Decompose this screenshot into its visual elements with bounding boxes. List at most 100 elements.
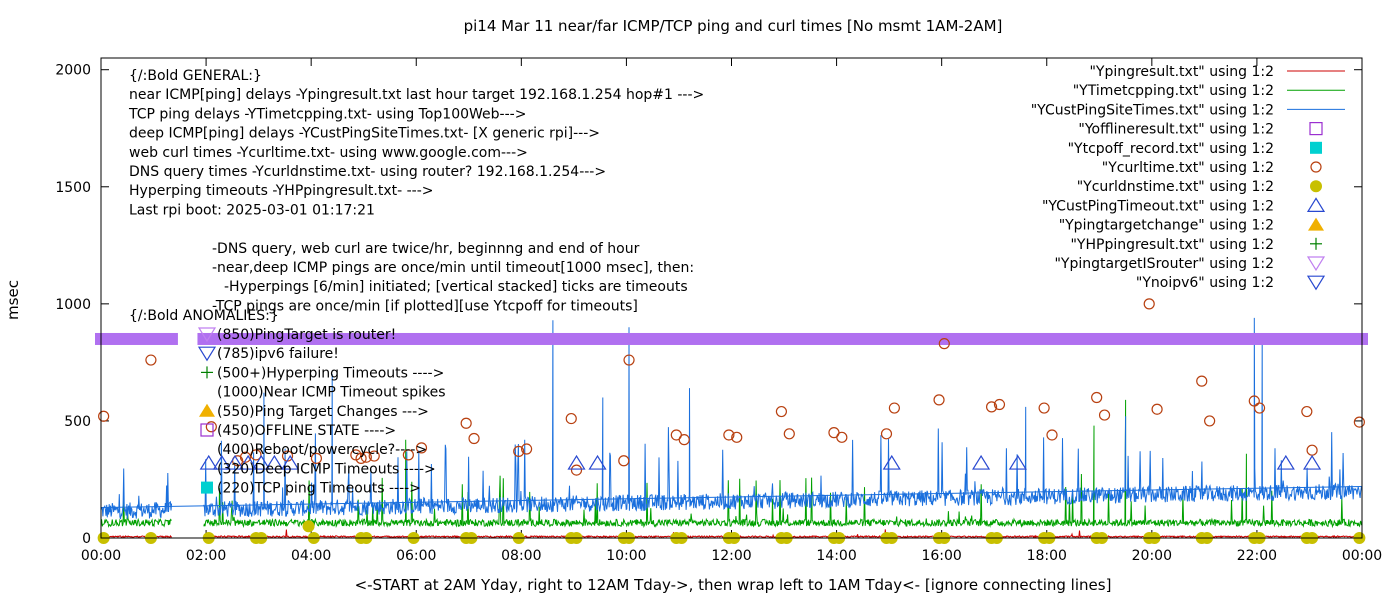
- annotation-note: -Hyperpings [6/min] initiated; [vertical…: [224, 279, 688, 295]
- legend-swatch: [1306, 197, 1326, 212]
- y-tick-label: 0: [82, 531, 91, 547]
- data-point: [1306, 444, 1318, 456]
- annotation-general-line: TCP ping delays -YTimetcpping.txt- using…: [128, 106, 526, 122]
- data-point: [281, 454, 300, 470]
- data-point: [567, 454, 586, 470]
- annotation-anomaly-line: (500+)Hyperping Timeouts ---->: [217, 365, 444, 381]
- legend-entry-label: "Yofflineresult.txt" using 1:2: [1078, 122, 1274, 138]
- data-point: [98, 410, 110, 422]
- data-point: [199, 454, 218, 470]
- data-point: [1196, 375, 1208, 387]
- data-point: [252, 454, 271, 470]
- data-point: [1038, 402, 1050, 414]
- data-point: [460, 417, 472, 429]
- legend: "Ypingresult.txt" using 1:2 "YTimetcpping…: [1031, 64, 1345, 291]
- legend-swatch: [1308, 217, 1324, 231]
- anomaly-marker: [201, 481, 213, 494]
- x-tick-label: 18:00: [1027, 548, 1067, 564]
- data-point: [1151, 403, 1163, 415]
- data-point: [1046, 429, 1058, 441]
- data-point: [836, 431, 848, 443]
- data-point: [993, 398, 1006, 411]
- legend-entry-label: "YTimetcpping.txt" using 1:2: [1073, 83, 1274, 99]
- anomaly-marker: [200, 423, 214, 437]
- data-point: [1253, 402, 1266, 414]
- annotation-anomaly-line: (1000)Near ICMP Timeout spikes: [217, 385, 446, 401]
- data-point: [1353, 416, 1365, 428]
- chart-title: pi14 Mar 11 near/far ICMP/TCP ping and c…: [464, 17, 1003, 35]
- data-point: [938, 338, 950, 350]
- x-tick-label: 00:00: [81, 548, 121, 564]
- data-point: [239, 451, 252, 463]
- legend-entry-label: "Ycurltime.txt" using 1:2: [1102, 160, 1274, 176]
- legend-entry-label: "YCustPingTimeout.txt" using 1:2: [1042, 198, 1274, 214]
- data-point: [402, 449, 414, 461]
- y-tick-label: 2000: [55, 63, 91, 79]
- annotation-anomalies-header: {/:Bold ANOMALIES:}: [129, 308, 279, 324]
- x-tick-label: 02:00: [186, 548, 226, 564]
- data-point: [678, 434, 690, 446]
- anomaly-marker: [201, 366, 213, 379]
- legend-swatch: [1310, 161, 1322, 173]
- data-point: [225, 454, 245, 470]
- data-point: [468, 432, 480, 445]
- x-tick-label: 14:00: [816, 548, 856, 564]
- data-point: [783, 428, 795, 440]
- annotation-general-line: web curl times -Ycurltime.txt- using www…: [129, 145, 528, 161]
- y-tick-label: 1500: [55, 180, 91, 196]
- annotation-general-line: Last rpi boot: 2025-03-01 01:17:21: [129, 202, 375, 218]
- data-point: [775, 405, 788, 418]
- legend-entry-label: "Ynoipv6" using 1:2: [1136, 275, 1274, 291]
- annotation-anomaly-line: (220)TCP ping Timeouts ---->: [217, 481, 421, 497]
- x-tick-label: 22:00: [1237, 548, 1277, 564]
- annotation-anomaly-line: (550)Ping Target Changes --->: [217, 404, 429, 420]
- y-tick-label: 500: [64, 414, 91, 430]
- legend-swatch: [1310, 237, 1322, 250]
- data-point: [520, 443, 533, 455]
- legend-swatch: [1306, 275, 1326, 291]
- legend-swatch: [1310, 180, 1322, 193]
- legend-entry-label: "Ycurldnstime.txt" using 1:2: [1077, 179, 1274, 195]
- x-tick-label: 04:00: [291, 548, 331, 564]
- legend-entry-label: "Ypingtargetchange" using 1:2: [1059, 218, 1274, 234]
- data-point: [623, 354, 635, 366]
- band-router: [95, 332, 178, 345]
- anomaly-marker: [199, 403, 215, 417]
- data-point: [1091, 391, 1103, 404]
- data-point: [310, 452, 323, 464]
- annotation-anomaly-line: (785)ipv6 failure!: [217, 346, 339, 362]
- y-tick-label: 1000: [55, 297, 91, 313]
- annotation-general-line: near ICMP[ping] delays -Ypingresult.txt …: [129, 87, 704, 103]
- data-point: [1248, 395, 1260, 407]
- annotation-note: -DNS query, web curl are twice/hr, begin…: [212, 241, 640, 257]
- data-point: [1143, 298, 1155, 310]
- data-point: [565, 412, 577, 425]
- annotations: {/:Bold GENERAL:} near ICMP[ping] delays …: [128, 68, 704, 497]
- data-point: [880, 428, 893, 440]
- x-tick-label: 20:00: [1132, 548, 1172, 564]
- data-point: [985, 401, 998, 413]
- annotation-general-line: DNS query times -Ycurldnstime.txt- using…: [129, 164, 606, 180]
- annotation-anomaly-line: (850)PingTarget is router!: [217, 327, 396, 343]
- data-point: [618, 455, 630, 467]
- legend-entry-label: "YpingtargetISrouter" using 1:2: [1054, 256, 1274, 272]
- data-point: [212, 454, 231, 470]
- x-tick-label: 08:00: [501, 548, 541, 564]
- legend-entry-label: "YHPpingresult.txt" using 1:2: [1070, 237, 1274, 253]
- legend-swatch: [1306, 256, 1326, 272]
- x-axis-label: <-START at 2AM Yday, right to 12AM Tday-…: [355, 576, 1112, 594]
- data-point: [1303, 454, 1322, 470]
- legend-entry-label: "Ytcpoff_record.txt" using 1:2: [1068, 141, 1274, 157]
- anomaly-marker: [197, 327, 217, 343]
- data-point: [302, 520, 315, 533]
- data-point: [723, 429, 735, 441]
- data-point: [1098, 409, 1111, 421]
- legend-swatch: [1310, 141, 1322, 154]
- trend-line: [100, 485, 1363, 509]
- data-point: [1301, 405, 1313, 418]
- data-point: [360, 451, 372, 463]
- data-point: [355, 452, 367, 464]
- annotation-general-header: {/:Bold GENERAL:}: [129, 68, 262, 84]
- x-tick-label: 00:00: [1342, 548, 1382, 564]
- data-point: [1008, 454, 1027, 470]
